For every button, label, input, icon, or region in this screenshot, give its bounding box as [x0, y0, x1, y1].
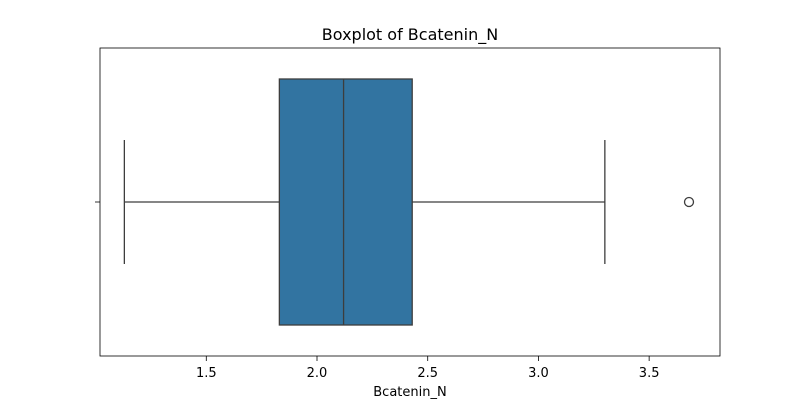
iqr-box	[278, 78, 413, 326]
box-group	[123, 78, 695, 326]
x-tick-label: 3.5	[639, 366, 660, 381]
x-axis-label: Bcatenin_N	[373, 385, 446, 400]
chart-title: Boxplot of Bcatenin_N	[322, 25, 498, 45]
x-tick-label: 2.0	[307, 366, 328, 381]
x-tick-label: 1.5	[196, 366, 217, 381]
x-tick-label: 3.0	[528, 366, 549, 381]
outlier-point	[683, 196, 695, 208]
x-axis-ticks: 1.5 2.0 2.5 3.0 3.5	[196, 356, 660, 381]
x-tick-label: 2.5	[417, 366, 438, 381]
